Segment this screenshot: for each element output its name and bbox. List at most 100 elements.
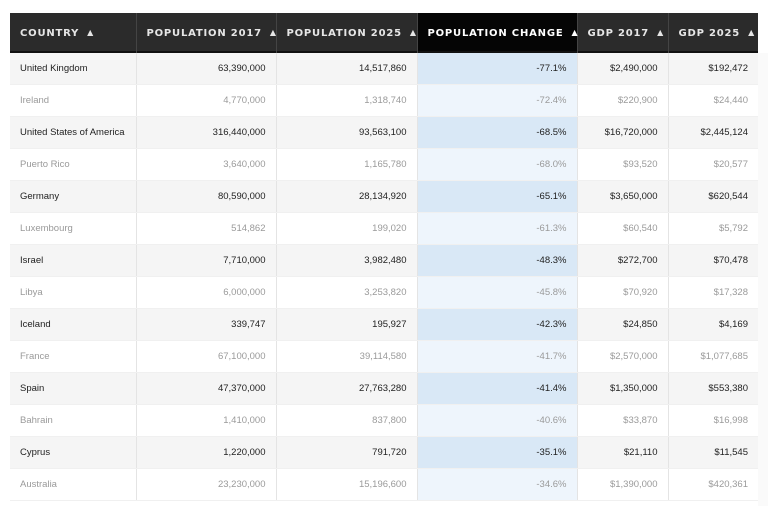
table-row[interactable]: United States of America 316,440,000 93,56… bbox=[10, 116, 758, 149]
cell-population-2025: 14,517,860 bbox=[276, 53, 418, 85]
table-row[interactable]: Cyprus 1,220,000 791,720 -35.1% $21,110 $11,5… bbox=[10, 436, 758, 469]
cell-country: Australia bbox=[10, 468, 137, 501]
sort-caret-up-icon[interactable]: ▲ bbox=[269, 27, 277, 37]
table-row[interactable]: Libya 6,000,000 3,253,820 -45.8% $70,920 $17,… bbox=[10, 276, 758, 309]
cell-country: United States of America bbox=[10, 116, 137, 149]
column-header-label: POPULATION 2025 bbox=[286, 27, 402, 39]
cell-gdp-2017: $1,350,000 bbox=[577, 372, 669, 405]
cell-population-2025: 39,114,580 bbox=[276, 340, 418, 373]
cell-gdp-2017: $93,520 bbox=[577, 148, 669, 181]
cell-population-2025: 1,318,740 bbox=[276, 84, 418, 117]
column-header-label: POPULATION CHANGE bbox=[427, 27, 564, 39]
cell-population-change: -35.1% bbox=[417, 436, 578, 469]
cell-gdp-2017: $2,490,000 bbox=[577, 53, 669, 85]
cell-country: Ireland bbox=[10, 84, 137, 117]
cell-population-change: -48.3% bbox=[417, 244, 578, 277]
table-row[interactable]: Ireland 4,770,000 1,318,740 -72.4% $220,900 $… bbox=[10, 84, 758, 117]
cell-gdp-2025: $11,545 bbox=[668, 436, 758, 469]
cell-population-2017: 316,440,000 bbox=[136, 116, 277, 149]
column-header-population-change[interactable]: POPULATION CHANGE ▲ bbox=[417, 13, 579, 53]
sort-caret-up-icon[interactable]: ▲ bbox=[571, 27, 579, 37]
column-header-country[interactable]: COUNTRY ▲ bbox=[10, 13, 137, 53]
cell-country: Spain bbox=[10, 372, 137, 405]
column-header-population-2017[interactable]: POPULATION 2017 ▲ bbox=[136, 13, 277, 53]
cell-gdp-2017: $2,570,000 bbox=[577, 340, 669, 373]
table-row[interactable]: France 67,100,000 39,114,580 -41.7% $2,570,0… bbox=[10, 340, 758, 373]
table-row[interactable]: Luxembourg 514,862 199,020 -61.3% $60,540 $5,… bbox=[10, 212, 758, 245]
cell-population-2025: 3,253,820 bbox=[276, 276, 418, 309]
cell-population-2025: 195,927 bbox=[276, 308, 418, 341]
cell-population-change: -41.7% bbox=[417, 340, 578, 373]
cell-gdp-2025: $4,169 bbox=[668, 308, 758, 341]
cell-population-change: -65.1% bbox=[417, 180, 578, 213]
cell-population-change: -77.1% bbox=[417, 53, 578, 85]
table-row[interactable]: Iceland 339,747 195,927 -42.3% $24,850 $4,169 bbox=[10, 308, 758, 341]
cell-gdp-2017: $21,110 bbox=[577, 436, 669, 469]
cell-gdp-2025: $192,472 bbox=[668, 53, 758, 85]
cell-gdp-2025: $420,361 bbox=[668, 468, 758, 501]
cell-country: Germany bbox=[10, 180, 137, 213]
sort-caret-up-icon[interactable]: ▲ bbox=[657, 27, 665, 37]
cell-population-change: -68.0% bbox=[417, 148, 578, 181]
cell-population-2017: 4,770,000 bbox=[136, 84, 277, 117]
population-gdp-table: COUNTRY ▲ POPULATION 2017 ▲ POPULATION 2025 ▲… bbox=[10, 13, 758, 501]
sort-caret-up-icon[interactable]: ▲ bbox=[87, 27, 95, 37]
cell-population-change: -45.8% bbox=[417, 276, 578, 309]
column-header-label: GDP 2017 bbox=[587, 27, 650, 39]
cell-country: France bbox=[10, 340, 137, 373]
cell-gdp-2017: $3,650,000 bbox=[577, 180, 669, 213]
cell-country: Puerto Rico bbox=[10, 148, 137, 181]
cell-gdp-2025: $1,077,685 bbox=[668, 340, 758, 373]
table-row[interactable]: Puerto Rico 3,640,000 1,165,780 -68.0% $93,5… bbox=[10, 148, 758, 181]
column-header-gdp-2017[interactable]: GDP 2017 ▲ bbox=[577, 13, 669, 53]
cell-population-change: -34.6% bbox=[417, 468, 578, 501]
cell-country: Iceland bbox=[10, 308, 137, 341]
cell-country: Luxembourg bbox=[10, 212, 137, 245]
column-header-label: GDP 2025 bbox=[678, 27, 741, 39]
cell-population-2017: 1,410,000 bbox=[136, 404, 277, 437]
cell-gdp-2017: $24,850 bbox=[577, 308, 669, 341]
cell-population-2025: 1,165,780 bbox=[276, 148, 418, 181]
table-row[interactable]: Israel 7,710,000 3,982,480 -48.3% $272,700 $7… bbox=[10, 244, 758, 277]
table-row[interactable]: Germany 80,590,000 28,134,920 -65.1% $3,650,… bbox=[10, 180, 758, 213]
cell-gdp-2025: $20,577 bbox=[668, 148, 758, 181]
table-row[interactable]: Bahrain 1,410,000 837,800 -40.6% $33,870 $16,… bbox=[10, 404, 758, 437]
header-row: COUNTRY ▲ POPULATION 2017 ▲ POPULATION 2025 ▲… bbox=[10, 13, 758, 53]
column-header-population-2025[interactable]: POPULATION 2025 ▲ bbox=[276, 13, 418, 53]
cell-population-2017: 67,100,000 bbox=[136, 340, 277, 373]
cell-population-2025: 93,563,100 bbox=[276, 116, 418, 149]
column-header-gdp-2025[interactable]: GDP 2025 ▲ bbox=[668, 13, 758, 53]
cell-gdp-2017: $33,870 bbox=[577, 404, 669, 437]
cell-population-2017: 7,710,000 bbox=[136, 244, 277, 277]
cell-population-2017: 23,230,000 bbox=[136, 468, 277, 501]
cell-population-2025: 3,982,480 bbox=[276, 244, 418, 277]
table-row[interactable]: Spain 47,370,000 27,763,280 -41.4% $1,350,00… bbox=[10, 372, 758, 405]
cell-population-2017: 63,390,000 bbox=[136, 53, 277, 85]
column-header-label: POPULATION 2017 bbox=[146, 27, 262, 39]
cell-population-2017: 339,747 bbox=[136, 308, 277, 341]
table-row[interactable]: United Kingdom 63,390,000 14,517,860 -77.1%… bbox=[10, 53, 758, 85]
cell-gdp-2017: $70,920 bbox=[577, 276, 669, 309]
cell-population-2017: 1,220,000 bbox=[136, 436, 277, 469]
cell-population-2025: 15,196,600 bbox=[276, 468, 418, 501]
cell-gdp-2025: $24,440 bbox=[668, 84, 758, 117]
scroll-edge bbox=[758, 53, 768, 506]
cell-population-2017: 47,370,000 bbox=[136, 372, 277, 405]
cell-gdp-2025: $70,478 bbox=[668, 244, 758, 277]
cell-population-change: -40.6% bbox=[417, 404, 578, 437]
cell-country: Cyprus bbox=[10, 436, 137, 469]
cell-country: Bahrain bbox=[10, 404, 137, 437]
cell-population-change: -41.4% bbox=[417, 372, 578, 405]
cell-population-change: -72.4% bbox=[417, 84, 578, 117]
sort-caret-up-icon[interactable]: ▲ bbox=[409, 27, 417, 37]
sort-caret-up-icon[interactable]: ▲ bbox=[748, 27, 756, 37]
cell-country: Israel bbox=[10, 244, 137, 277]
table-row[interactable]: Australia 23,230,000 15,196,600 -34.6% $1,39… bbox=[10, 468, 758, 501]
cell-gdp-2025: $5,792 bbox=[668, 212, 758, 245]
cell-population-2025: 837,800 bbox=[276, 404, 418, 437]
cell-population-2025: 791,720 bbox=[276, 436, 418, 469]
cell-country: United Kingdom bbox=[10, 53, 137, 85]
cell-population-change: -68.5% bbox=[417, 116, 578, 149]
population-gdp-table-container: COUNTRY ▲ POPULATION 2017 ▲ POPULATION 2025 ▲… bbox=[10, 13, 758, 501]
cell-population-2017: 80,590,000 bbox=[136, 180, 277, 213]
